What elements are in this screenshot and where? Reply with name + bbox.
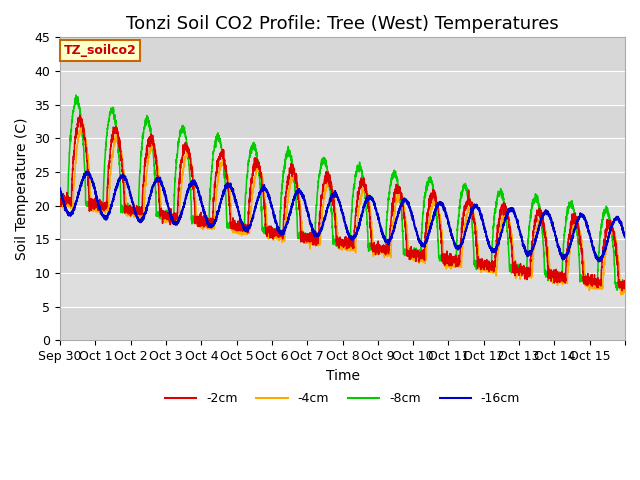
Bar [60,138,625,172]
Bar [60,105,625,138]
Text: TZ_soilco2: TZ_soilco2 [64,44,136,57]
Bar [60,206,625,240]
Bar [60,307,625,340]
Title: Tonzi Soil CO2 Profile: Tree (West) Temperatures: Tonzi Soil CO2 Profile: Tree (West) Temp… [126,15,559,33]
Bar [60,71,625,105]
Bar [60,273,625,307]
Bar [60,240,625,273]
Bar [60,37,625,71]
Bar [60,172,625,206]
X-axis label: Time: Time [326,369,360,383]
Legend: -2cm, -4cm, -8cm, -16cm: -2cm, -4cm, -8cm, -16cm [160,387,525,410]
Y-axis label: Soil Temperature (C): Soil Temperature (C) [15,118,29,260]
